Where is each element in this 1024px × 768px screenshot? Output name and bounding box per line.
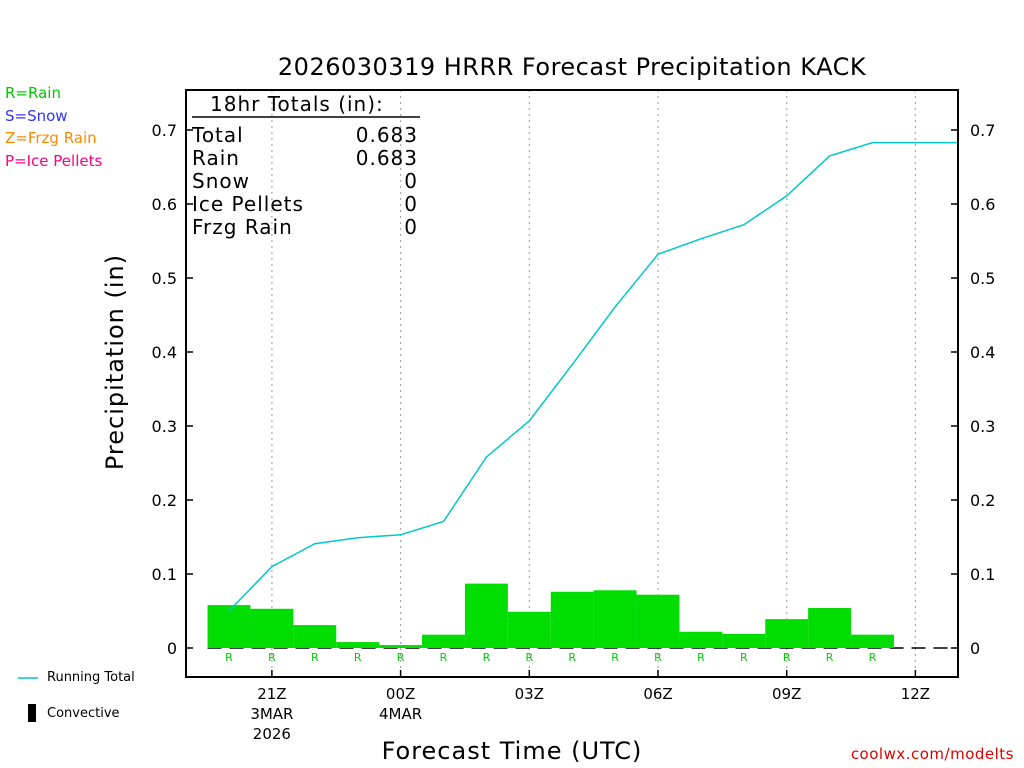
credit-link[interactable]: coolwx.com/modelts	[850, 745, 1014, 763]
x-tick-label: 12Z	[901, 685, 930, 703]
precip-type-code: R	[697, 651, 705, 664]
x-tick-label: 06Z	[643, 685, 672, 703]
precip-type-code: R	[826, 651, 834, 664]
x-tick-label: 03Z	[515, 685, 544, 703]
y-tick-label-right: 0.2	[970, 491, 995, 510]
totals-label: Frzg Rain	[192, 215, 293, 239]
precip-bar	[550, 591, 594, 648]
y-tick-label-left: 0.4	[152, 343, 177, 362]
precip-bar	[207, 605, 251, 648]
precip-type-code: R	[611, 651, 619, 664]
precip-bar	[808, 608, 852, 648]
x-tick-label: 09Z	[772, 685, 801, 703]
y-axis-label: Precipitation (in)	[101, 254, 129, 470]
precip-bar	[679, 631, 723, 648]
totals-value: 0	[404, 169, 418, 193]
totals-box: 18hr Totals (in): Total 0.683 Rain 0.683…	[191, 92, 420, 239]
precip-bar	[722, 633, 766, 648]
totals-value: 0.683	[356, 123, 418, 147]
bar-series	[207, 583, 894, 648]
y-axis-ticks: 0 00.1 0.10.2 0.20.3 0.30.4 0.40.5 0.50.6 0.60.…	[152, 121, 996, 658]
totals-label: Ice Pellets	[192, 192, 304, 216]
precip-type-code: R	[568, 651, 576, 664]
x-tick-label: 21Z	[257, 685, 286, 703]
precip-type-code: R	[397, 651, 405, 664]
precip-bar	[250, 608, 294, 648]
y-tick-label-right: 0	[970, 639, 980, 658]
precip-bar	[765, 619, 809, 648]
precip-type-code: R	[440, 651, 448, 664]
y-tick-label-right: 0.5	[970, 269, 995, 288]
x-tick-sublabel: 3MAR	[250, 705, 293, 723]
y-tick-label-right: 0.1	[970, 565, 995, 584]
y-tick-label-left: 0.5	[152, 269, 177, 288]
gridlines	[207, 90, 958, 677]
running-total-line	[228, 141, 958, 612]
precip-type-code: R	[225, 651, 233, 664]
y-tick-label-right: 0.4	[970, 343, 995, 362]
precip-type-legend: R=Rain S=Snow Z=Frzg Rain P=Ice Pellets	[5, 82, 102, 172]
y-tick-label-right: 0.3	[970, 417, 995, 436]
y-tick-label-left: 0.6	[152, 195, 177, 214]
totals-label: Snow	[192, 169, 250, 193]
totals-value: 0.683	[356, 146, 418, 170]
precip-bar	[507, 611, 551, 648]
precip-bar	[851, 634, 894, 648]
precip-type-code: R	[740, 651, 748, 664]
precip-type-code: R	[869, 651, 877, 664]
x-axis-ticks: 21Z 3MAR 2026 00Z 4MAR 03Z 06Z 09Z 12Z	[250, 670, 930, 743]
precip-bar	[422, 634, 465, 648]
precip-bar	[293, 625, 337, 648]
totals-value: 0	[404, 192, 418, 216]
chart-title: 2026030319 HRRR Forecast Precipitation K…	[278, 53, 867, 81]
convective-legend: Convective	[47, 706, 120, 721]
running-total-series	[228, 141, 958, 612]
y-tick-label-right: 0.6	[970, 195, 995, 214]
plot-frame	[185, 89, 959, 678]
legend-snow: S=Snow	[5, 106, 68, 125]
precip-bar	[464, 583, 508, 648]
precip-bar	[336, 642, 380, 648]
precip-type-code: R	[654, 651, 662, 664]
x-tick-label: 00Z	[386, 685, 415, 703]
y-tick-label-left: 0.2	[152, 491, 177, 510]
running-total-legend: Running Total	[47, 670, 135, 685]
precip-type-code: R	[311, 651, 319, 664]
x-tick-sublabel: 4MAR	[379, 705, 422, 723]
y-tick-label-left: 0.3	[152, 417, 177, 436]
precip-type-code: R	[354, 651, 362, 664]
precip-type-code: R	[268, 651, 276, 664]
precip-bar	[636, 594, 680, 648]
y-tick-label-right: 0.7	[970, 121, 995, 140]
precip-bar	[593, 590, 637, 648]
precip-type-code: R	[525, 651, 533, 664]
y-tick-label-left: 0.1	[152, 565, 177, 584]
x-axis-label: Forecast Time (UTC)	[382, 737, 643, 765]
convective-legend-swatch	[28, 704, 36, 722]
totals-header: 18hr Totals (in):	[210, 92, 384, 116]
legend-rain: R=Rain	[5, 84, 61, 102]
x-tick-sublabel: 2026	[253, 725, 291, 743]
y-tick-label-left: 0	[167, 639, 177, 658]
totals-label: Total	[191, 123, 244, 147]
precip-bar	[379, 645, 423, 648]
legend-frzg-rain: Z=Frzg Rain	[5, 129, 97, 147]
precip-type-code: R	[483, 651, 491, 664]
totals-label: Rain	[192, 146, 240, 170]
totals-value: 0	[404, 215, 418, 239]
y-tick-label-left: 0.7	[152, 121, 177, 140]
precip-type-code: R	[783, 651, 791, 664]
legend-ice-pellets: P=Ice Pellets	[5, 151, 103, 170]
